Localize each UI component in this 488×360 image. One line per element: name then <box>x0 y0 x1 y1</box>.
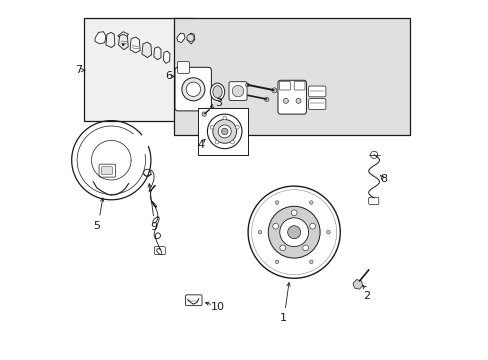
Circle shape <box>235 126 239 129</box>
Circle shape <box>291 210 296 216</box>
Text: 4: 4 <box>197 140 203 150</box>
Text: 5: 5 <box>93 221 100 231</box>
Circle shape <box>268 206 320 258</box>
Circle shape <box>182 78 204 101</box>
Circle shape <box>143 169 151 176</box>
Polygon shape <box>186 33 194 44</box>
Text: 7: 7 <box>75 65 81 75</box>
Bar <box>84 18 194 121</box>
FancyBboxPatch shape <box>228 82 246 100</box>
Circle shape <box>202 112 206 116</box>
Circle shape <box>302 245 308 251</box>
Polygon shape <box>163 51 170 63</box>
FancyBboxPatch shape <box>102 167 112 175</box>
Ellipse shape <box>210 83 224 100</box>
Circle shape <box>272 223 278 229</box>
Circle shape <box>275 201 278 204</box>
Circle shape <box>245 83 249 87</box>
Ellipse shape <box>212 86 222 98</box>
FancyBboxPatch shape <box>308 99 325 109</box>
Circle shape <box>279 245 285 251</box>
FancyBboxPatch shape <box>185 295 202 306</box>
FancyBboxPatch shape <box>175 67 211 111</box>
Circle shape <box>295 98 301 103</box>
Circle shape <box>186 82 200 96</box>
Circle shape <box>221 128 227 135</box>
FancyBboxPatch shape <box>277 80 306 114</box>
Polygon shape <box>177 33 185 42</box>
Text: 6: 6 <box>165 71 172 81</box>
Bar <box>197 108 247 155</box>
Circle shape <box>287 226 300 239</box>
Circle shape <box>271 88 276 93</box>
Circle shape <box>309 201 312 204</box>
Circle shape <box>279 218 308 247</box>
Polygon shape <box>142 42 151 58</box>
Polygon shape <box>95 32 106 44</box>
Polygon shape <box>106 32 115 48</box>
Circle shape <box>232 85 244 97</box>
Circle shape <box>309 223 315 229</box>
Bar <box>174 18 409 135</box>
Circle shape <box>186 34 194 41</box>
FancyBboxPatch shape <box>99 164 115 177</box>
FancyBboxPatch shape <box>368 197 378 204</box>
Circle shape <box>207 114 242 149</box>
Circle shape <box>247 186 340 278</box>
Circle shape <box>258 230 261 234</box>
Circle shape <box>212 120 236 143</box>
Polygon shape <box>118 32 128 40</box>
Circle shape <box>275 260 278 264</box>
Circle shape <box>122 44 124 46</box>
Polygon shape <box>130 37 140 53</box>
Circle shape <box>223 116 226 120</box>
Polygon shape <box>153 47 161 60</box>
Text: 10: 10 <box>210 302 224 312</box>
Text: 9: 9 <box>149 222 157 232</box>
Circle shape <box>370 151 377 158</box>
Circle shape <box>326 230 329 234</box>
FancyBboxPatch shape <box>279 81 290 90</box>
FancyBboxPatch shape <box>294 81 305 90</box>
Text: 3: 3 <box>214 98 221 108</box>
Circle shape <box>230 140 234 144</box>
Circle shape <box>215 140 218 144</box>
FancyBboxPatch shape <box>154 247 165 255</box>
Text: 2: 2 <box>363 291 370 301</box>
Text: 8: 8 <box>379 174 386 184</box>
Circle shape <box>264 97 268 102</box>
FancyBboxPatch shape <box>308 86 325 97</box>
Circle shape <box>218 125 231 138</box>
Circle shape <box>283 98 288 103</box>
Circle shape <box>210 126 213 129</box>
Text: 1: 1 <box>279 312 286 323</box>
Polygon shape <box>118 34 128 50</box>
FancyBboxPatch shape <box>177 62 189 73</box>
Circle shape <box>309 260 312 264</box>
